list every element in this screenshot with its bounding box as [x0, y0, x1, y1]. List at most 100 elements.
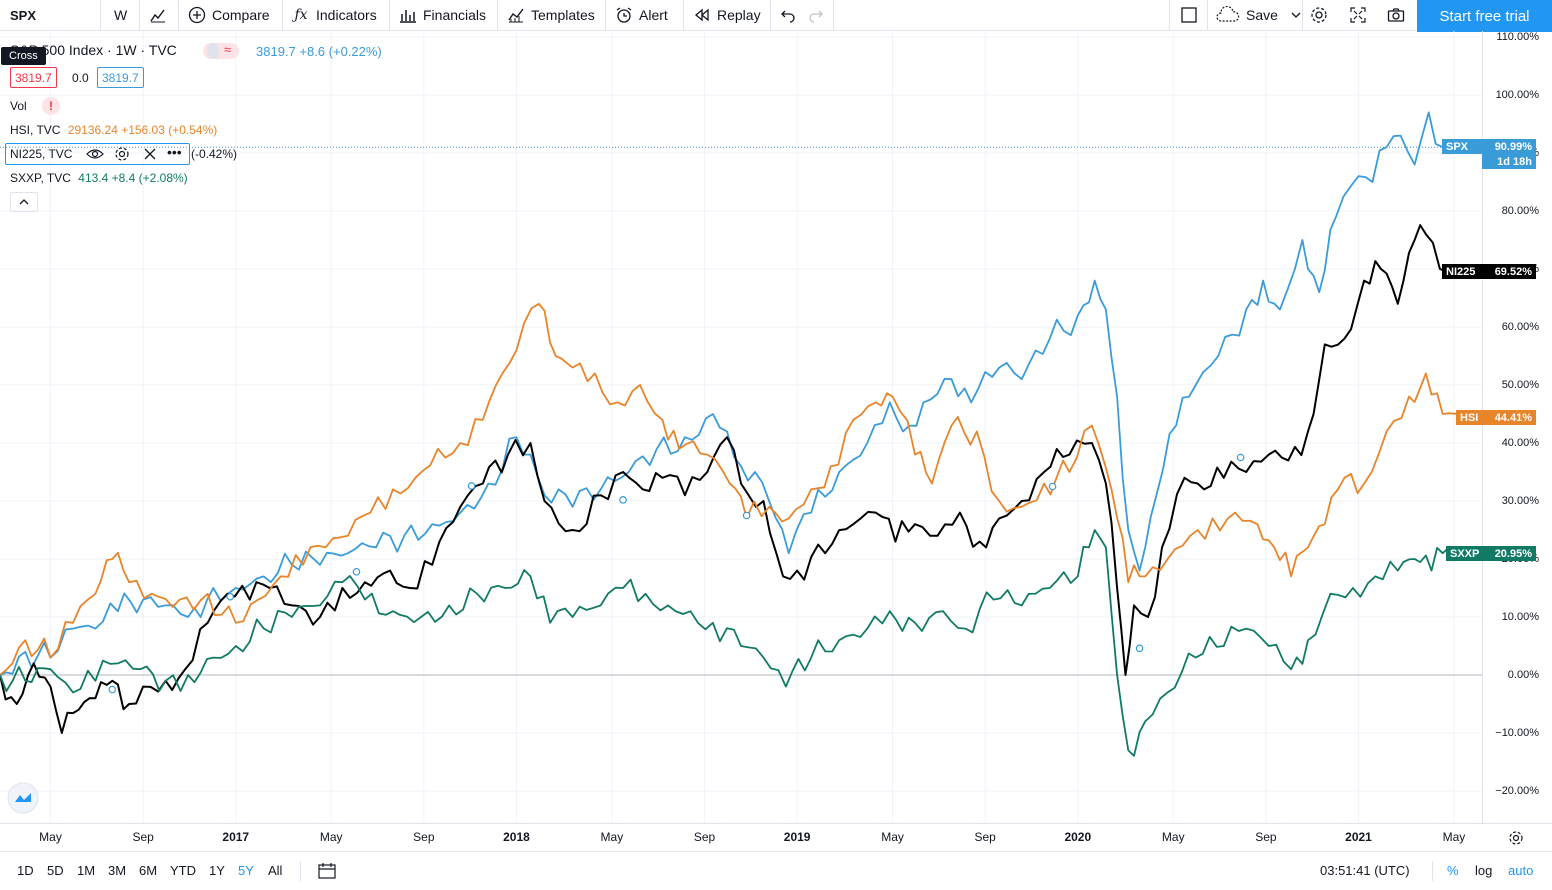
- interval-button[interactable]: W: [114, 0, 127, 30]
- gear-icon[interactable]: [1507, 829, 1525, 852]
- symbol-search-button[interactable]: SPX: [10, 0, 36, 30]
- gear-icon: [1309, 5, 1329, 25]
- time-tick-label: May: [881, 830, 904, 844]
- spx-value-badge: SPX 90.99%: [1442, 139, 1536, 154]
- ni225-badge-symbol: NI225: [1446, 265, 1476, 278]
- layout-button[interactable]: [1179, 0, 1204, 30]
- price-tick-label: −20.00%: [1495, 785, 1539, 797]
- warning-icon[interactable]: !: [42, 97, 60, 115]
- series-line-sxxp[interactable]: [0, 529, 1458, 757]
- time-tick-label: Sep: [132, 830, 154, 844]
- percent-scale-toggle[interactable]: %: [1447, 863, 1459, 878]
- range-button-1y[interactable]: 1Y: [209, 863, 225, 878]
- event-marker[interactable]: [467, 482, 476, 490]
- time-tick-label: 2021: [1345, 830, 1372, 844]
- alert-button[interactable]: Alert: [614, 0, 668, 30]
- event-marker[interactable]: [108, 685, 117, 694]
- start-free-trial-button[interactable]: Start free trial: [1417, 0, 1552, 32]
- ni225-legend[interactable]: NI225, TVC •••: [5, 143, 190, 165]
- series-line-ni225[interactable]: [0, 224, 1458, 734]
- price-tick-label: 80.00%: [1501, 205, 1539, 217]
- price-tick-label: −10.00%: [1495, 727, 1539, 739]
- series-line-spx[interactable]: [0, 111, 1458, 676]
- ni225-quote-text: (-0.42%): [191, 147, 238, 161]
- time-tick-label: 2017: [222, 830, 250, 844]
- range-button-1m[interactable]: 1M: [77, 863, 96, 878]
- calendar-icon[interactable]: [317, 861, 337, 886]
- event-marker[interactable]: [1135, 644, 1144, 653]
- spx-badge-symbol: SPX: [1446, 140, 1469, 153]
- time-tick-label: 2020: [1064, 830, 1092, 844]
- chart-style-icon: [148, 5, 168, 25]
- close-icon[interactable]: [141, 145, 159, 166]
- fullscreen-icon: [1348, 5, 1368, 25]
- event-marker[interactable]: [619, 496, 627, 504]
- range-button-5y[interactable]: 5Y: [238, 863, 254, 878]
- eye-icon[interactable]: [86, 145, 104, 166]
- ask-price-box[interactable]: 3819.7: [97, 67, 144, 88]
- sxxp-name: SXXP, TVC: [10, 171, 71, 185]
- save-button[interactable]: Save: [1215, 0, 1311, 30]
- snapshot-button[interactable]: [1386, 0, 1411, 30]
- auto-scale-toggle[interactable]: auto: [1508, 863, 1534, 878]
- compare-button[interactable]: Compare: [187, 0, 270, 30]
- sxxp-quote: 413.4 +8.4 (+2.08%): [78, 171, 188, 185]
- more-icon[interactable]: •••: [167, 144, 182, 160]
- undo-button[interactable]: [778, 0, 803, 30]
- range-button-1d[interactable]: 1D: [17, 863, 34, 878]
- indicators-button[interactable]: ƒx Indicators: [291, 0, 376, 30]
- time-axis[interactable]: May Sep 2017 May Sep 2018 May Sep 2019 May Sep 2020…: [0, 823, 1552, 851]
- range-button-all[interactable]: All: [268, 863, 283, 878]
- event-marker[interactable]: [226, 592, 234, 601]
- fullscreen-button[interactable]: [1348, 0, 1373, 30]
- time-tick-label: Sep: [693, 830, 716, 844]
- plus-circle-icon: [187, 5, 207, 25]
- hsi-legend[interactable]: HSI, TVC 29136.24 +156.03 (+0.54%): [10, 123, 217, 137]
- utc-clock[interactable]: 03:51:41 (UTC): [1320, 863, 1410, 878]
- price-tick-label: 40.00%: [1501, 437, 1539, 449]
- replay-button[interactable]: Replay: [692, 0, 761, 30]
- bar-chart-icon: [398, 5, 418, 25]
- warning-mark: !: [49, 99, 53, 113]
- time-tick-label: Sep: [1255, 830, 1277, 844]
- square-icon: [1179, 5, 1199, 25]
- series-layer: [0, 111, 1461, 757]
- event-marker[interactable]: [1236, 453, 1245, 462]
- range-button-ytd[interactable]: YTD: [170, 863, 196, 878]
- financials-button[interactable]: Financials: [398, 0, 486, 30]
- range-button-5d[interactable]: 5D: [47, 863, 64, 878]
- spread-value-box: 0.0: [68, 67, 93, 88]
- hsi-value-badge: HSI 44.41%: [1456, 410, 1536, 425]
- gear-icon[interactable]: [113, 145, 131, 166]
- time-tick-label: Sep: [413, 830, 435, 844]
- spx-countdown-badge: 1d 18h: [1482, 154, 1536, 169]
- sxxp-value-badge: SXXP 20.95%: [1446, 546, 1536, 561]
- tradingview-logo[interactable]: [7, 782, 39, 814]
- hsi-badge-symbol: HSI: [1460, 411, 1479, 424]
- templates-button[interactable]: Templates: [506, 0, 595, 30]
- chart-type-button[interactable]: [148, 0, 173, 30]
- range-button-3m[interactable]: 3M: [108, 863, 127, 878]
- event-marker[interactable]: [1048, 482, 1057, 491]
- range-button-6m[interactable]: 6M: [139, 863, 158, 878]
- main-legend-title[interactable]: S&P 500 Index · 1W · TVC: [10, 42, 177, 58]
- chart-pane[interactable]: [0, 31, 1482, 823]
- collapse-legend-button[interactable]: [10, 192, 38, 212]
- redo-button[interactable]: [806, 0, 831, 30]
- price-tick-label: 60.00%: [1501, 321, 1539, 333]
- legend-status-pill[interactable]: ≈: [203, 42, 239, 59]
- financials-label: Financials: [423, 7, 487, 23]
- spx-badge-value: 90.99%: [1494, 140, 1532, 153]
- log-scale-toggle[interactable]: log: [1475, 863, 1493, 878]
- settings-button[interactable]: [1309, 0, 1334, 30]
- sxxp-badge-value: 20.95%: [1494, 547, 1532, 560]
- time-tick-label: May: [319, 830, 343, 844]
- price-tick-label: 110.00%: [1496, 31, 1539, 43]
- event-marker[interactable]: [742, 511, 751, 520]
- sxxp-legend[interactable]: SXXP, TVC 413.4 +8.4 (+2.08%): [10, 171, 188, 185]
- series-line-hsi[interactable]: [0, 302, 1457, 676]
- bid-price-box[interactable]: 3819.7: [10, 67, 57, 88]
- time-tick-label: 2018: [503, 830, 530, 844]
- volume-legend[interactable]: Vol: [10, 99, 27, 113]
- event-marker[interactable]: [352, 567, 361, 576]
